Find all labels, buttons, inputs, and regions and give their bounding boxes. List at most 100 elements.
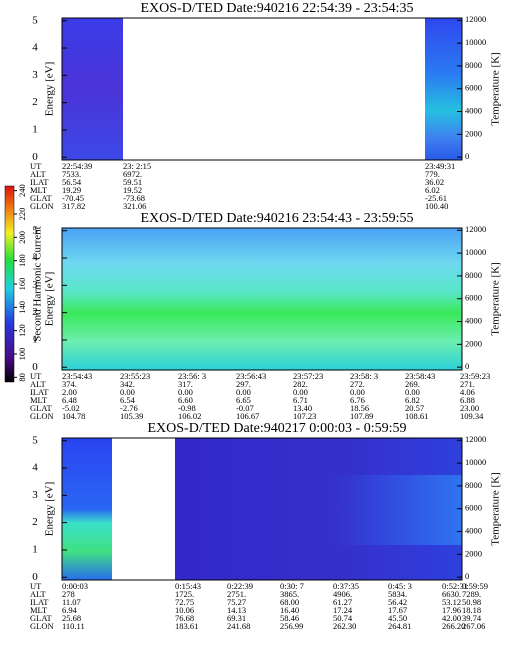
table-value: 0.00 xyxy=(236,387,251,397)
table-value: 25.68 xyxy=(62,613,81,623)
colorbar-tick-label: 240 xyxy=(17,184,27,197)
table-value: 107.89 xyxy=(350,411,373,421)
y2-tick-label: 4000 xyxy=(465,105,482,115)
table-value: 56.42 xyxy=(388,597,407,607)
table-value: 6.71 xyxy=(293,395,308,405)
y2-tick-label: 2000 xyxy=(465,128,482,138)
table-value: 20.57 xyxy=(405,403,424,413)
table-value: 2.00 xyxy=(62,387,77,397)
table-value: 0.00 xyxy=(405,387,420,397)
y-tick-label: 1 xyxy=(32,333,38,345)
spectrogram-images xyxy=(5,18,462,580)
table-value: -0.98 xyxy=(178,403,196,413)
table-value: 104.78 xyxy=(62,411,85,421)
table-row-label: GLAT xyxy=(30,403,53,413)
table-row-label: UT xyxy=(30,581,42,591)
spectrogram-fill xyxy=(425,18,462,160)
table-row-label: ILAT xyxy=(30,387,49,397)
colorbar-tick-label: 120 xyxy=(17,324,27,337)
table-value: 68.00 xyxy=(280,597,299,607)
y2-axis-label: Temperature [K] xyxy=(490,52,502,125)
table-value: 16.40 xyxy=(280,605,299,615)
table-value: 6.54 xyxy=(120,395,136,405)
table-value: 321.06 xyxy=(123,201,146,211)
y-tick-label: 3 xyxy=(32,279,38,291)
table-value: 18.56 xyxy=(350,403,369,413)
chart-title: EXOS-D/TED Date:940216 22:54:39 - 23:54:… xyxy=(141,1,414,16)
table-value: 10.06 xyxy=(175,605,194,615)
table-row-label: MLT xyxy=(30,395,48,405)
table-value: 105.39 xyxy=(120,411,143,421)
y2-tick-label: 8000 xyxy=(465,480,482,490)
table-value: 56.54 xyxy=(62,177,82,187)
y-tick-label: 2 xyxy=(32,306,38,318)
y-tick-label: 1 xyxy=(32,123,38,135)
spectrogram-fill xyxy=(62,228,462,370)
chart-title: EXOS-D/TED Date:940217 0:00:03 - 0:59:59 xyxy=(148,421,407,436)
table-value: 0:52:31 xyxy=(442,581,468,591)
table-value: 107.23 xyxy=(293,411,316,421)
table-value: 5834. xyxy=(388,589,407,599)
y2-tick-label: 4000 xyxy=(465,315,482,325)
y-tick-label: 0 xyxy=(32,151,38,163)
y2-tick-label: 10000 xyxy=(465,247,486,257)
y2-tick-label: 2000 xyxy=(465,548,482,558)
table-value: 58.46 xyxy=(280,613,299,623)
table-value: 17.67 xyxy=(388,605,407,615)
colorbar-label: Second Harmonic Current xyxy=(32,226,44,341)
table-value: 23:55:23 xyxy=(120,371,150,381)
y-axis-label: Energy [eV] xyxy=(44,62,56,116)
table-value: 50.74 xyxy=(333,613,353,623)
table-value: 269. xyxy=(405,379,420,389)
table-value: 13.40 xyxy=(293,403,312,413)
y2-tick-label: 0 xyxy=(465,571,469,581)
table-value: 1725. xyxy=(175,589,194,599)
table-row-label: MLT xyxy=(30,605,48,615)
table-value: 0:45: 3 xyxy=(388,581,412,591)
table-value: 6.88 xyxy=(460,395,475,405)
table-value: 6.82 xyxy=(405,395,420,405)
table-row-label: ALT xyxy=(30,379,47,389)
table-value: 106.67 xyxy=(236,411,259,421)
table-value: 6.65 xyxy=(236,395,251,405)
table-value: -70.45 xyxy=(62,193,84,203)
table-value: 100.40 xyxy=(425,201,448,211)
table-value: 0:22:39 xyxy=(227,581,253,591)
table-row-label: GLON xyxy=(30,411,54,421)
table-value: 23.00 xyxy=(460,403,479,413)
table-value: 108.61 xyxy=(405,411,428,421)
table-value: 69.31 xyxy=(227,613,246,623)
table-value: 109.34 xyxy=(460,411,484,421)
y2-axis-label: Temperature [K] xyxy=(490,472,502,545)
table-value: 2751. xyxy=(227,589,246,599)
y2-tick-label: 10000 xyxy=(465,37,486,47)
y2-tick-label: 8000 xyxy=(465,270,482,280)
table-value: 3865. xyxy=(280,589,299,599)
y-tick-label: 2 xyxy=(32,516,38,528)
y-tick-label: 2 xyxy=(32,96,38,108)
table-value: 36.02 xyxy=(425,177,444,187)
colorbar-tick-label: 200 xyxy=(17,231,27,244)
table-value: 0.00 xyxy=(120,387,135,397)
y2-tick-label: 2000 xyxy=(465,338,482,348)
y2-tick-label: 6000 xyxy=(465,293,482,303)
table-value: 241.68 xyxy=(227,621,250,631)
table-value: 19.52 xyxy=(123,185,142,195)
y-tick-label: 0 xyxy=(32,361,38,373)
table-value: 22:54:39 xyxy=(62,161,92,171)
table-value: 23:58: 3 xyxy=(350,371,378,381)
table-value: 75.27 xyxy=(227,597,246,607)
table-row-label: UT xyxy=(30,371,42,381)
table-value: 342. xyxy=(120,379,135,389)
table-value: 271. xyxy=(460,379,475,389)
table-value: 23:57:23 xyxy=(293,371,323,381)
table-value: 0.00 xyxy=(293,387,308,397)
colorbar-tick-label: 100 xyxy=(17,348,27,361)
table-value: 23:49:31 xyxy=(425,161,455,171)
colorbar-tick-label: 180 xyxy=(17,254,27,267)
table-row-label: ILAT xyxy=(30,177,49,187)
table-value: -5.02 xyxy=(62,403,80,413)
table-row-label: MLT xyxy=(30,185,48,195)
y2-tick-label: 12000 xyxy=(465,224,486,234)
